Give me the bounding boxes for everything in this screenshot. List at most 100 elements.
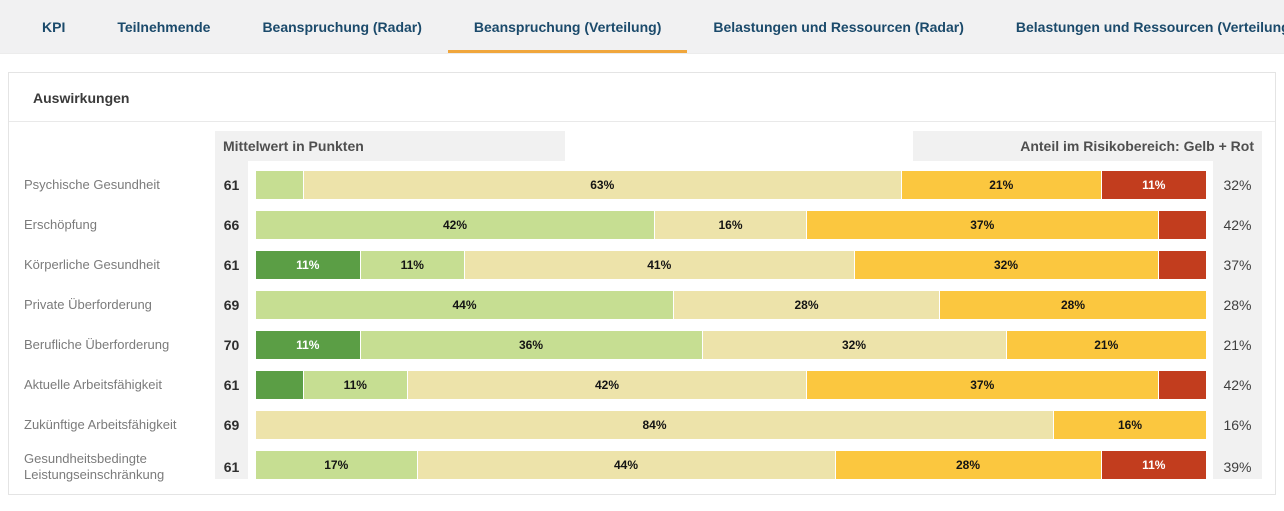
- segment-percent-label: 42%: [442, 218, 468, 232]
- bar-segment-red: 11%: [1101, 451, 1206, 479]
- stacked-bar-chart: Mittelwert in Punkten Anteil im Risikobe…: [9, 122, 1275, 494]
- segment-percent-label: 21%: [1094, 338, 1119, 352]
- bar-segment-beige: 84%: [256, 411, 1054, 439]
- bar-segment-yellow: 21%: [1006, 331, 1206, 359]
- header-mittelwert: Mittelwert in Punkten: [215, 131, 565, 161]
- anteil-value: 37%: [1223, 257, 1252, 273]
- mittelwert-value: 69: [223, 297, 240, 313]
- bar-segment-yellow: 21%: [902, 171, 1102, 199]
- anteil-value: 16%: [1223, 417, 1252, 433]
- row-label: Zukünftige Arbeitsfähigkeit: [24, 417, 177, 432]
- bar-segment-green-light: 11%: [303, 371, 408, 399]
- chart-row: Zukünftige Arbeitsfähigkeit 69 84% 16% 16%: [9, 411, 1275, 439]
- row-label: Körperliche Gesundheit: [24, 257, 160, 272]
- segment-percent-label: 36%: [518, 338, 544, 352]
- gap: [248, 411, 256, 439]
- bar-segment-green-light: [256, 171, 304, 199]
- bar-segment-red: [1158, 371, 1206, 399]
- bar-segment-beige: 42%: [408, 371, 807, 399]
- tab-kpi[interactable]: KPI: [42, 18, 66, 35]
- gap: [248, 251, 256, 279]
- stacked-bar: 84% 16%: [256, 411, 1206, 439]
- gap: [1206, 371, 1213, 399]
- chart-row: Gesundheitsbedingte Leistungseinschränku…: [9, 451, 1275, 482]
- anteil-column-band: [1213, 131, 1262, 479]
- anteil-value: 21%: [1223, 337, 1252, 353]
- bar-segment-beige: 28%: [674, 291, 940, 319]
- bar-segment-green-light: 42%: [256, 211, 655, 239]
- segment-percent-label: 16%: [718, 218, 743, 232]
- bar-segment-green-dark: 11%: [256, 331, 361, 359]
- segment-percent-label: 84%: [642, 418, 667, 432]
- right-margin: [1262, 291, 1275, 319]
- gap: [1206, 331, 1213, 359]
- chart-row: Psychische Gesundheit 61 63% 21% 11% 32%: [9, 171, 1275, 199]
- tab-bar: KPI Teilnehmende Beanspruchung (Radar) Bean…: [0, 0, 1284, 54]
- bar-segment-green-light: 36%: [360, 331, 703, 359]
- stacked-bar: 11% 11% 41% 32%: [256, 251, 1206, 279]
- chart-row: Körperliche Gesundheit 61 11% 11% 41% 32% 37%: [9, 251, 1275, 279]
- segment-percent-label: 17%: [324, 458, 349, 472]
- tab-beanspruchung-radar[interactable]: Beanspruchung (Radar): [262, 18, 422, 35]
- row-label: Psychische Gesundheit: [24, 177, 160, 192]
- anteil-value: 42%: [1223, 377, 1252, 393]
- row-label: Erschöpfung: [24, 217, 97, 232]
- chart-row: Erschöpfung 66 42% 16% 37% 42%: [9, 211, 1275, 239]
- bar-segment-yellow: 32%: [854, 251, 1159, 279]
- right-margin: [1262, 371, 1275, 399]
- segment-percent-label: 44%: [613, 458, 639, 472]
- bar-segment-red: [1158, 251, 1206, 279]
- right-margin: [1262, 211, 1275, 239]
- mittelwert-value: 61: [223, 459, 240, 475]
- right-margin: [1262, 251, 1275, 279]
- bar-segment-beige: 41%: [465, 251, 855, 279]
- stacked-bar: 63% 21% 11%: [256, 171, 1206, 199]
- bar-segment-beige: 44%: [417, 451, 836, 479]
- segment-percent-label: 28%: [955, 458, 981, 472]
- segment-percent-label: 11%: [343, 378, 367, 392]
- segment-percent-label: 63%: [590, 178, 615, 192]
- tab-teilnehmende[interactable]: Teilnehmende: [117, 18, 211, 35]
- tab-belastungen-und-ressourcen-radar[interactable]: Belastungen und Ressourcen (Radar): [713, 18, 964, 35]
- row-label: Aktuelle Arbeitsfähigkeit: [24, 377, 163, 392]
- gap: [248, 331, 256, 359]
- chart-row: Berufliche Überforderung 70 11% 36% 32% 21% 21…: [9, 331, 1275, 359]
- chart-rows: Psychische Gesundheit 61 63% 21% 11% 32% Ersch…: [9, 171, 1275, 482]
- segment-percent-label: 28%: [794, 298, 819, 312]
- segment-percent-label: 21%: [989, 178, 1014, 192]
- gap: [248, 371, 256, 399]
- bar-segment-yellow: 16%: [1054, 411, 1206, 439]
- gap: [248, 211, 256, 239]
- right-margin: [1262, 171, 1275, 199]
- bar-segment-yellow: 28%: [835, 451, 1102, 479]
- right-margin: [1262, 331, 1275, 359]
- bar-segment-beige: 16%: [655, 211, 807, 239]
- gap: [1206, 211, 1213, 239]
- gap: [1206, 291, 1213, 319]
- bar-segment-green-dark: [256, 371, 304, 399]
- segment-percent-label: 37%: [970, 218, 995, 232]
- tab-belastungen-und-ressourcen-verteilung[interactable]: Belastungen und Ressourcen (Verteilung): [1015, 18, 1284, 35]
- segment-percent-label: 11%: [400, 258, 424, 272]
- gap: [1206, 251, 1213, 279]
- stacked-bar: 42% 16% 37%: [256, 211, 1206, 239]
- segment-percent-label: 32%: [993, 258, 1019, 272]
- stacked-bar: 11% 36% 32% 21%: [256, 331, 1206, 359]
- tab-beanspruchung-verteilung[interactable]: Beanspruchung (Verteilung): [447, 0, 688, 53]
- segment-percent-label: 42%: [594, 378, 620, 392]
- segment-percent-label: 32%: [841, 338, 867, 352]
- gap: [1206, 171, 1213, 199]
- mittelwert-value: 66: [223, 217, 240, 233]
- chart-row: Aktuelle Arbeitsfähigkeit 61 11% 42% 37% 42%: [9, 371, 1275, 399]
- mittelwert-value: 61: [223, 257, 240, 273]
- bar-segment-beige: 32%: [702, 331, 1007, 359]
- bar-segment-yellow: 28%: [940, 291, 1206, 319]
- row-label: Gesundheitsbedingte Leistungseinschränku…: [24, 451, 165, 482]
- gap: [248, 451, 256, 483]
- chart-header: Mittelwert in Punkten Anteil im Risikobe…: [9, 131, 1275, 161]
- bar-segment-green-light: 17%: [256, 451, 418, 479]
- segment-percent-label: 37%: [970, 378, 995, 392]
- header-anteil-risikobereich: Anteil im Risikobereich: Gelb + Rot: [913, 131, 1262, 161]
- bar-segment-beige: 63%: [303, 171, 902, 199]
- gap: [248, 291, 256, 319]
